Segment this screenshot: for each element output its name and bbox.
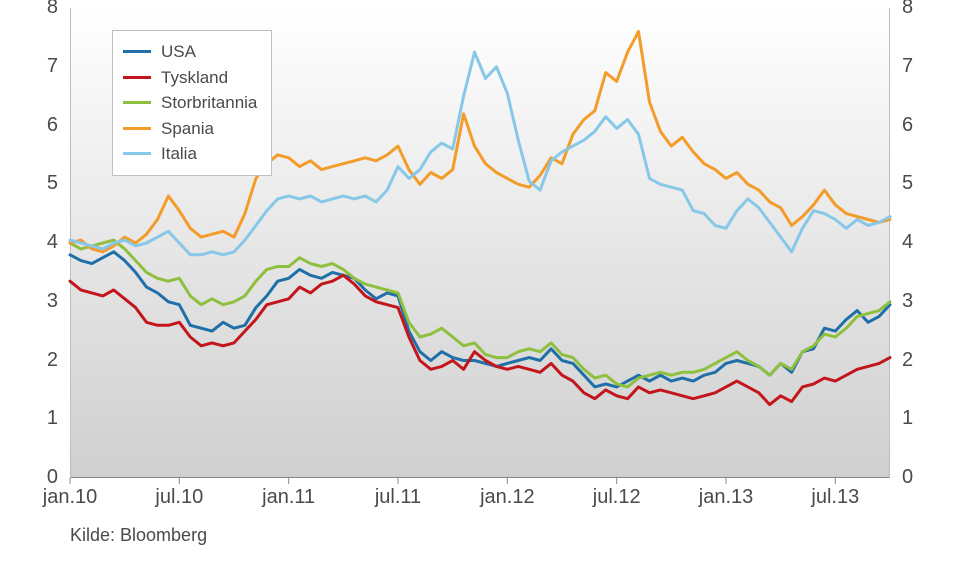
- x-label: jul.13: [811, 486, 859, 509]
- y-right-label: 0: [902, 466, 913, 489]
- y-left-label: 2: [0, 349, 58, 372]
- legend-label: Italia: [161, 141, 197, 167]
- legend-swatch: [123, 76, 151, 79]
- series-storbritannia: [70, 240, 890, 387]
- y-right-label: 2: [902, 349, 913, 372]
- legend-label: Storbritannia: [161, 90, 257, 116]
- y-left-label: 7: [0, 55, 58, 78]
- legend-item: USA: [123, 39, 257, 65]
- legend-label: USA: [161, 39, 196, 65]
- legend-label: Spania: [161, 116, 214, 142]
- legend-swatch: [123, 101, 151, 104]
- y-left-label: 3: [0, 290, 58, 313]
- y-right-label: 5: [902, 172, 913, 195]
- legend-swatch: [123, 50, 151, 53]
- y-left-label: 1: [0, 407, 58, 430]
- x-label: jan.13: [699, 486, 754, 509]
- y-right-label: 6: [902, 114, 913, 137]
- x-label: jul.11: [375, 486, 421, 509]
- legend-item: Italia: [123, 141, 257, 167]
- x-label: jan.11: [262, 486, 315, 509]
- legend-item: Storbritannia: [123, 90, 257, 116]
- y-left-label: 6: [0, 114, 58, 137]
- y-left-label: 5: [0, 172, 58, 195]
- y-right-label: 1: [902, 407, 913, 430]
- y-right-label: 8: [902, 0, 913, 19]
- y-left-label: 8: [0, 0, 58, 19]
- x-label: jul.12: [593, 486, 641, 509]
- bond-yield-chart: USATysklandStorbritanniaSpaniaItalia Kil…: [0, 0, 961, 564]
- y-right-label: 3: [902, 290, 913, 313]
- legend-swatch: [123, 127, 151, 130]
- legend: USATysklandStorbritanniaSpaniaItalia: [112, 30, 272, 176]
- legend-item: Tyskland: [123, 65, 257, 91]
- y-right-label: 4: [902, 231, 913, 254]
- x-label: jan.12: [480, 486, 535, 509]
- y-left-label: 4: [0, 231, 58, 254]
- y-right-label: 7: [902, 55, 913, 78]
- legend-swatch: [123, 152, 151, 155]
- series-usa: [70, 252, 890, 387]
- x-label: jan.10: [43, 486, 98, 509]
- series-tyskland: [70, 275, 890, 404]
- x-label: jul.10: [155, 486, 203, 509]
- source-label: Kilde: Bloomberg: [70, 525, 207, 546]
- legend-item: Spania: [123, 116, 257, 142]
- legend-label: Tyskland: [161, 65, 228, 91]
